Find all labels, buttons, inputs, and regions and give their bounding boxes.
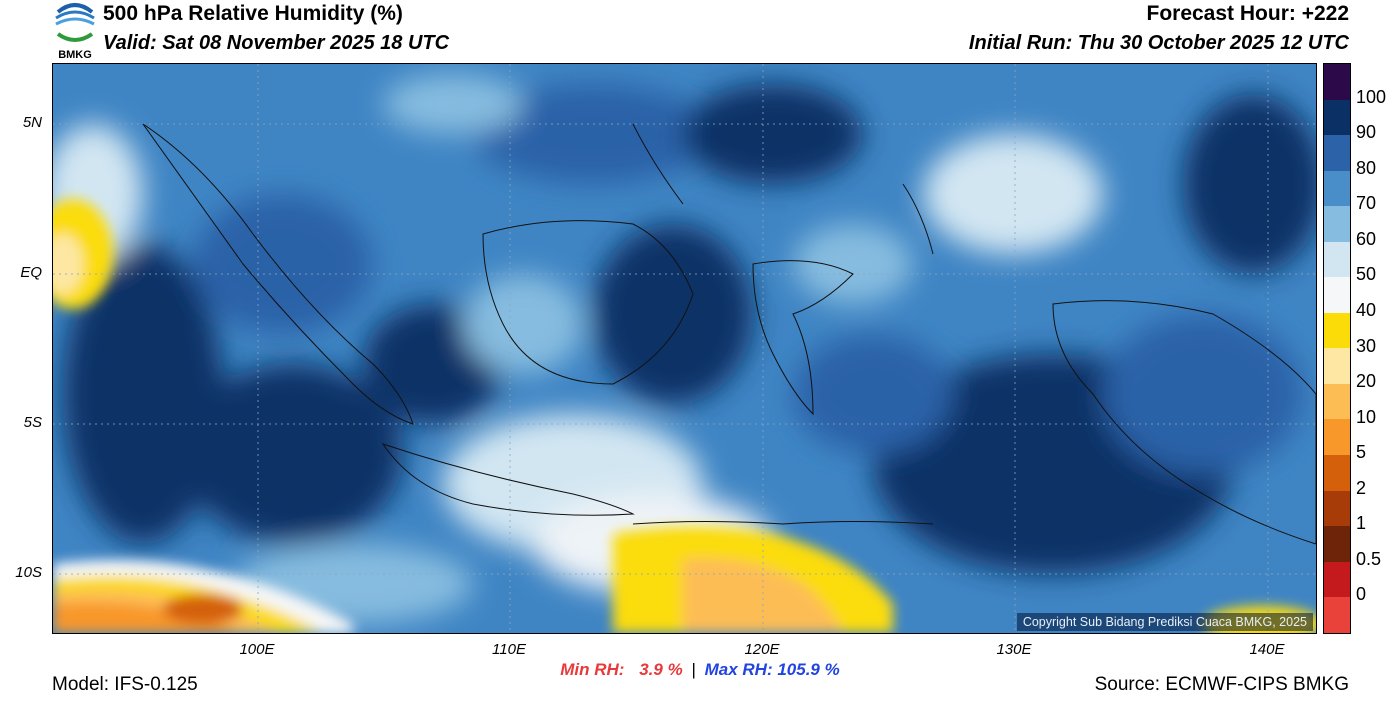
colorbar-swatch [1324,383,1350,420]
lon-label-110e: 110E [492,641,526,658]
lon-label-130e: 130E [996,641,1032,658]
max-rh-value: 105.9 % [777,660,840,679]
colorbar-label: 90 [1356,122,1377,143]
copyright-notice: Copyright Sub Bidang Prediksi Cuaca BMKG… [1016,613,1313,631]
lat-label-5s: 5S [23,414,42,431]
lesser-sunda-coast [632,521,934,525]
source-label: Source: ECMWF-CIPS BMKG [1094,674,1349,695]
colorbar-swatch [1324,490,1350,527]
colorbar-label: 0 [1356,584,1367,605]
min-rh-label: Min RH: [560,660,625,679]
forecast-hour: Forecast Hour: +222 [1146,2,1350,25]
svg-text:BMKG: BMKG [58,49,92,61]
bmkg-logo: BMKG [52,0,98,62]
sumatra-coast [142,123,414,425]
colorbar-label: 5 [1356,442,1367,463]
java-coast [381,443,635,516]
humidity-map: Copyright Sub Bidang Prediksi Cuaca BMKG… [52,63,1317,634]
colorbar-label: 10 [1356,406,1377,427]
colorbar-swatch [1324,170,1350,207]
lat-label-10s: 10S [15,564,42,581]
colorbar-label: 0.5 [1356,548,1382,569]
colorbar-label: 80 [1356,157,1377,178]
valid-time: Valid: Sat 08 November 2025 18 UTC [103,32,450,54]
map-canvas [53,64,1316,633]
colorbar-label: 30 [1356,335,1377,356]
model-label: Model: IFS-0.125 [52,674,198,695]
bmkg-logo-icon: BMKG [55,3,95,61]
lat-label-eq: EQ [20,264,42,281]
philippines-coast [632,123,684,205]
lon-label-120e: 120E [744,641,780,658]
colorbar-label: 2 [1356,477,1367,498]
lon-label-100e: 100E [239,641,275,658]
colorbar-swatch [1324,241,1350,278]
colorbar-swatch [1324,206,1350,242]
lon-label-140e: 140E [1249,641,1285,658]
maluku-coast [902,183,934,255]
borneo-coast [482,220,694,385]
stats-separator: | [691,660,696,679]
colorbar-label: 1 [1356,513,1367,534]
colorbar-label: 40 [1356,299,1377,320]
colorbar-label: 60 [1356,228,1377,249]
colorbar-swatch [1324,64,1350,100]
colorbar-label: 20 [1356,371,1377,392]
colorbar-swatch [1324,561,1350,598]
new-guinea-coast [1052,300,1316,545]
lat-label-5n: 5N [22,114,42,131]
initial-run: Initial Run: Thu 30 October 2025 12 UTC [968,32,1349,54]
sulawesi-coast [752,260,854,416]
map-title: 500 hPa Relative Humidity (%) [103,2,403,25]
colorbar-swatch [1324,455,1350,491]
colorbar-swatch [1324,348,1350,384]
min-max-stats: Min RH: 3.9 % | Max RH: 105.9 % [0,660,1400,680]
colorbar [1323,63,1351,634]
colorbar-swatch [1324,419,1350,456]
colorbar-label: 50 [1356,264,1377,285]
colorbar-swatch [1324,135,1350,171]
colorbar-swatch [1324,277,1350,313]
colorbar-label: 100 [1356,86,1387,107]
colorbar-swatch [1324,526,1350,562]
colorbar-label: 70 [1356,193,1377,214]
max-rh-label: Max RH: [704,660,773,679]
colorbar-swatch [1324,312,1350,349]
colorbar-swatch [1324,597,1350,633]
colorbar-swatch [1324,99,1350,136]
min-rh-value: 3.9 % [639,660,683,679]
